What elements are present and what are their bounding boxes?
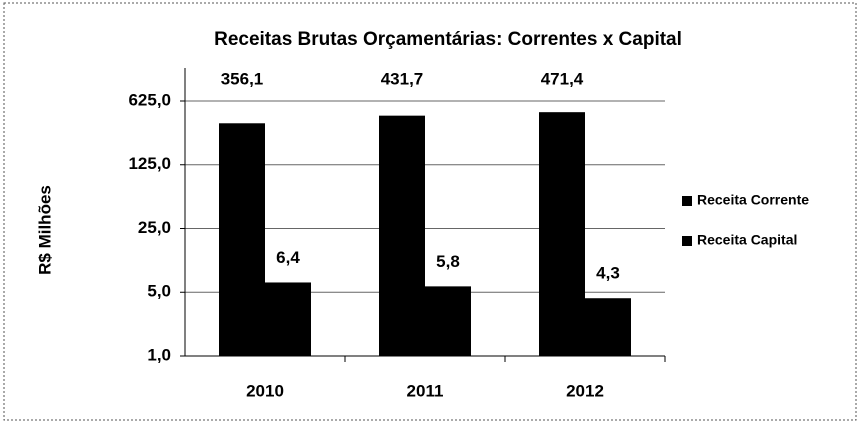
data-label: 4,3	[596, 264, 620, 283]
data-label: 431,7	[381, 69, 424, 88]
bar	[379, 115, 425, 357]
legend-swatch	[682, 236, 692, 246]
legend-swatch	[682, 196, 692, 206]
legend-label: Receita Capital	[697, 232, 797, 248]
legend-label: Receita Corrente	[697, 192, 809, 208]
chart-title: Receitas Brutas Orçamentárias: Correntes…	[214, 29, 682, 50]
bar	[425, 286, 471, 356]
x-tick-label: 2010	[246, 381, 284, 400]
data-label: 5,8	[436, 252, 460, 271]
data-label: 6,4	[276, 248, 300, 267]
bar	[539, 112, 585, 356]
x-tick-label: 2011	[407, 381, 444, 400]
y-tick-label: 1,0	[147, 345, 171, 364]
data-label: 356,1	[221, 69, 264, 88]
x-tick-label: 2012	[566, 381, 604, 400]
bar	[219, 123, 265, 356]
frame	[3, 2, 857, 421]
bar	[265, 282, 311, 356]
data-label: 471,4	[541, 69, 584, 88]
y-tick-label: 5,0	[147, 282, 171, 301]
y-tick-label: 625,0	[128, 90, 171, 109]
bar	[585, 298, 631, 356]
y-tick-label: 25,0	[138, 218, 171, 237]
y-axis-label: R$ Milhões	[35, 185, 54, 275]
y-tick-label: 125,0	[128, 154, 171, 173]
